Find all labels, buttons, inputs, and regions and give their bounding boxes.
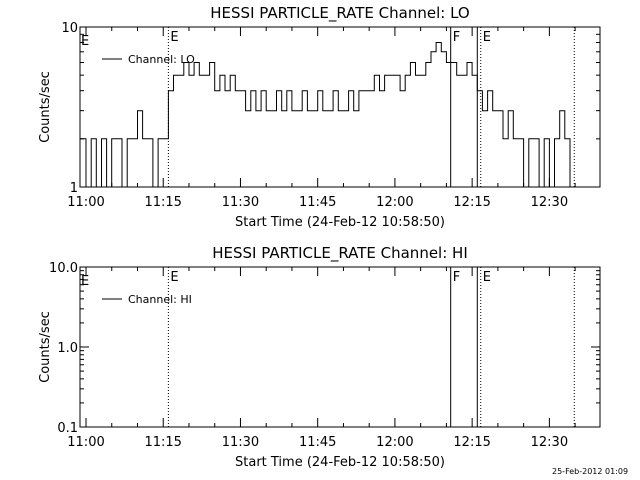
plot-frame <box>79 266 601 428</box>
event-marker-label: F <box>453 30 460 45</box>
footer-timestamp: 25-Feb-2012 01:09 <box>552 467 628 476</box>
x-tick-label: 11:15 <box>144 195 181 210</box>
x-tick-label: 12:30 <box>531 195 568 210</box>
legend-label: Channel: LO <box>128 53 195 66</box>
y-tick-label: 1.0 <box>57 341 78 356</box>
event-marker-label: E <box>483 270 491 285</box>
x-tick-label: 11:45 <box>299 195 336 210</box>
x-tick-label: 12:15 <box>453 435 490 450</box>
chart-title: HESSI PARTICLE_RATE Channel: HI <box>212 244 468 263</box>
event-marker-label-start: E <box>81 34 89 49</box>
y-tick-label: 0.1 <box>57 421 78 436</box>
event-marker-label: E <box>483 30 491 45</box>
y-tick-label: 10 <box>61 21 78 36</box>
y-tick-label: 10.0 <box>49 261 78 276</box>
x-tick-label: 12:15 <box>453 195 490 210</box>
series-line <box>80 42 576 188</box>
x-tick-label: 11:00 <box>67 435 104 450</box>
panel-hi: HESSI PARTICLE_RATE Channel: HI 11:00 11:1… <box>38 244 601 470</box>
panel-lo: HESSI PARTICLE_RATE Channel: LO 11:00 11:1… <box>38 4 601 230</box>
x-tick-label: 11:45 <box>299 435 336 450</box>
y-axis-label: Counts/sec <box>38 71 53 143</box>
plot-frame <box>79 26 601 188</box>
legend-label: Channel: HI <box>128 293 192 306</box>
x-axis-label: Start Time (24-Feb-12 10:58:50) <box>235 215 445 230</box>
y-axis-label: Counts/sec <box>38 311 53 383</box>
x-tick-label: 12:00 <box>376 195 413 210</box>
event-marker-label: E <box>170 30 178 45</box>
x-tick-label: 11:30 <box>222 195 259 210</box>
x-axis-label: Start Time (24-Feb-12 10:58:50) <box>235 455 445 470</box>
x-tick-label: 11:30 <box>222 435 259 450</box>
x-tick-label: 12:30 <box>531 435 568 450</box>
x-tick-label: 12:00 <box>376 435 413 450</box>
event-marker-label: E <box>170 270 178 285</box>
event-marker-label-start: E <box>81 274 89 289</box>
y-tick-label: 1 <box>70 181 78 196</box>
event-marker-label: F <box>453 270 460 285</box>
x-tick-label: 11:15 <box>144 435 181 450</box>
chart-title: HESSI PARTICLE_RATE Channel: LO <box>210 4 469 23</box>
x-tick-label: 11:00 <box>67 195 104 210</box>
